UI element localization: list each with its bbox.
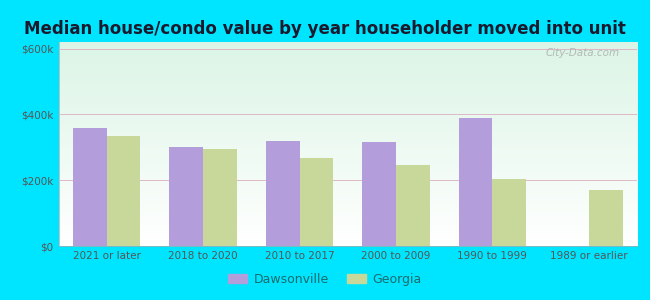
Bar (170, 147, 203, 246)
Bar (493, 178, 526, 246)
Bar (362, 142, 396, 246)
Bar (73, 128, 107, 246)
Bar (396, 165, 430, 246)
Text: Median house/condo value by year householder moved into unit: Median house/condo value by year househo… (24, 20, 626, 38)
Legend: Dawsonville, Georgia: Dawsonville, Georgia (224, 268, 426, 291)
Bar (589, 190, 623, 246)
Bar (266, 141, 300, 246)
Bar (300, 158, 333, 246)
Bar (203, 149, 237, 246)
Bar (459, 118, 493, 246)
Bar (107, 136, 140, 246)
Text: City-Data.com: City-Data.com (545, 48, 619, 58)
